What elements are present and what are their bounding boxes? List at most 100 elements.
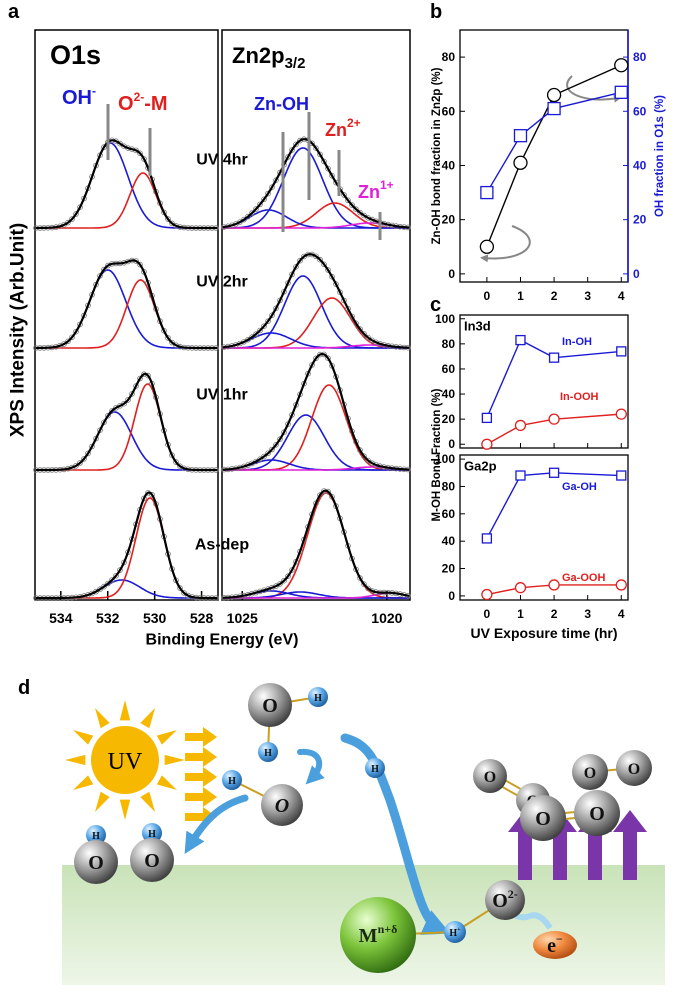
atom-label-part: O — [275, 795, 289, 817]
plot-frame — [34, 29, 219, 601]
oxygen — [520, 795, 566, 841]
raw-point — [149, 491, 155, 498]
atom-label: H — [314, 693, 322, 704]
envelope — [222, 489, 410, 599]
fit-peak — [36, 411, 217, 471]
atom-label: Mn+δ — [359, 922, 398, 947]
metal — [340, 897, 416, 973]
raw-point — [313, 253, 319, 260]
atom-label-part: O — [628, 761, 640, 778]
marker — [479, 239, 495, 254]
raw-point — [257, 201, 263, 208]
plot-frame — [221, 29, 411, 601]
marker — [548, 352, 560, 363]
raw-point — [349, 313, 355, 320]
peak-label: Zn1+ — [358, 178, 394, 202]
raw-point — [361, 331, 367, 337]
fit-peak — [223, 492, 409, 599]
atom-label: H — [148, 829, 156, 840]
atom-label-part: H — [264, 748, 272, 759]
sun — [91, 726, 159, 794]
peak-label: Zn2+ — [325, 116, 361, 140]
raw-point — [261, 453, 267, 460]
raw-point — [269, 184, 275, 191]
atom-label: O — [584, 765, 596, 782]
hydrogen — [365, 758, 385, 778]
atom-label-part: O — [484, 769, 496, 786]
atom-label-part: M — [359, 925, 378, 947]
marker — [614, 85, 628, 99]
raw-point — [277, 581, 283, 587]
raw-point — [73, 328, 79, 335]
y2-tick-label: 60 — [633, 104, 647, 118]
sun-ray — [95, 791, 110, 812]
raw-point — [329, 273, 335, 280]
marker — [515, 334, 526, 346]
raw-point — [273, 441, 279, 448]
y2-tick-label: 20 — [633, 213, 647, 227]
y2-tick-label: 40 — [633, 158, 647, 172]
envelope — [36, 259, 217, 350]
oxygen — [248, 683, 292, 727]
marker — [513, 129, 528, 143]
raw-point — [97, 586, 103, 592]
raw-point — [109, 577, 115, 583]
raw-point — [137, 261, 143, 268]
atom-label-part: H — [228, 776, 236, 787]
x-tick-label: 3 — [584, 607, 591, 621]
hydrogen — [142, 823, 162, 843]
axis-arrow — [480, 225, 531, 263]
region-title-part: Zn2p — [232, 43, 285, 68]
y2-axis-label: OH fraction in O1s (%) — [654, 95, 666, 217]
marker — [548, 579, 560, 591]
envelope — [36, 139, 217, 230]
raw-point — [241, 216, 247, 223]
oxygen — [616, 750, 652, 786]
hydrogen — [444, 921, 466, 943]
panel-letter: d — [18, 677, 30, 699]
peak-label-part: 2+ — [347, 116, 361, 130]
raw-point — [65, 219, 71, 226]
envelope — [36, 372, 217, 472]
atom-label-part: − — [556, 932, 563, 946]
raw-point — [325, 267, 331, 273]
atom-label-part: + — [457, 927, 461, 933]
marker — [548, 413, 560, 425]
raw-point — [353, 320, 359, 327]
raw-point — [101, 144, 107, 150]
x-tick-label: 4 — [618, 289, 625, 303]
raw-point — [265, 318, 271, 325]
oxygen — [261, 784, 303, 826]
peak-label-part: -M — [144, 93, 167, 115]
fit-peak — [36, 172, 217, 229]
raw-point — [253, 206, 259, 212]
region-title-part: O1s — [50, 40, 101, 70]
raw-point — [177, 585, 183, 591]
y-tick-label: 0 — [448, 267, 455, 281]
x-tick-label: 528 — [190, 610, 214, 626]
atom-label: H — [371, 764, 379, 775]
series-line — [486, 413, 622, 445]
atom-label: H — [228, 776, 236, 787]
x-tick-label: 530 — [143, 610, 167, 626]
raw-point — [105, 412, 111, 419]
marker — [515, 470, 526, 481]
spectrum-label: UV 1hr — [196, 387, 248, 404]
raw-point — [265, 190, 271, 197]
y2-tick-label: 0 — [633, 267, 640, 281]
y-tick-label: 0 — [448, 437, 455, 451]
sun-ray — [73, 775, 94, 790]
y-tick-label: 20 — [442, 412, 456, 426]
marker — [514, 419, 527, 432]
marker — [480, 185, 494, 200]
hydrogen — [308, 687, 328, 707]
plot-frame — [459, 454, 629, 601]
raw-point — [141, 156, 147, 162]
sun-label: UV — [108, 749, 143, 775]
atom-label: O — [628, 761, 640, 778]
atom-label-part: 2- — [508, 887, 518, 901]
flow-arrows — [184, 733, 451, 935]
raw-point — [165, 216, 171, 222]
raw-point — [69, 216, 75, 222]
